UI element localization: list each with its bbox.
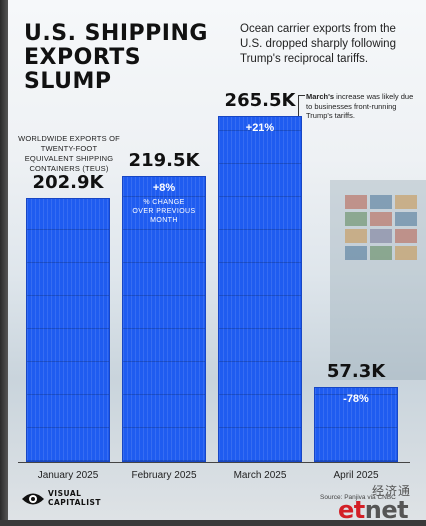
source-note: Source: Panjiva via CNBC	[320, 494, 396, 501]
watermark-net: net	[364, 496, 409, 524]
chart-title: U.S. SHIPPING EXPORTS SLUMP	[24, 22, 229, 94]
bar-january-2025	[26, 198, 110, 462]
annotation-tick	[298, 95, 305, 96]
title-line-2: EXPORTS SLUMP	[24, 45, 142, 94]
change-label: +21%	[245, 122, 275, 134]
chart-baseline	[18, 462, 410, 463]
category-label: February 2025	[131, 470, 197, 481]
frame-bottom	[0, 520, 426, 526]
watermark-chinese: 经济通	[372, 484, 412, 498]
measure-label: Worldwide exports of twenty-foot equival…	[18, 134, 120, 173]
visual-capitalist-logo-text: VISUAL CAPITALIST	[48, 489, 101, 507]
change-note: % change over previous month	[132, 199, 196, 224]
title-line-1: U.S. SHIPPING	[24, 21, 208, 46]
category-label: March 2025	[233, 470, 287, 481]
visual-capitalist-logo-icon	[22, 493, 44, 505]
value-label: 219.5K	[128, 150, 200, 171]
bar-april-2025	[314, 387, 398, 462]
value-label: 57.3K	[326, 361, 386, 382]
watermark-et: et	[338, 496, 365, 524]
category-label: January 2025	[37, 470, 99, 481]
change-label: +8%	[152, 182, 176, 194]
logo-line-2: CAPITALIST	[48, 498, 102, 507]
category-label: April 2025	[333, 470, 379, 481]
frame-edge	[0, 0, 8, 526]
chart-subtitle: Ocean carrier exports from the U.S. drop…	[240, 23, 396, 65]
annotation-bold: March's	[306, 92, 335, 101]
logo-line-1: VISUAL	[48, 489, 82, 498]
bar-february-2025	[122, 176, 206, 462]
march-annotation: March's increase was likely due to busin…	[306, 92, 418, 121]
value-label: 202.9K	[32, 172, 104, 193]
watermark-etnet: etnet	[338, 496, 409, 524]
change-label: -78%	[343, 393, 369, 405]
annotation-text: increase was likely due to businesses fr…	[306, 92, 414, 120]
value-label: 265.5K	[224, 90, 296, 111]
bar-march-2025	[218, 116, 302, 462]
